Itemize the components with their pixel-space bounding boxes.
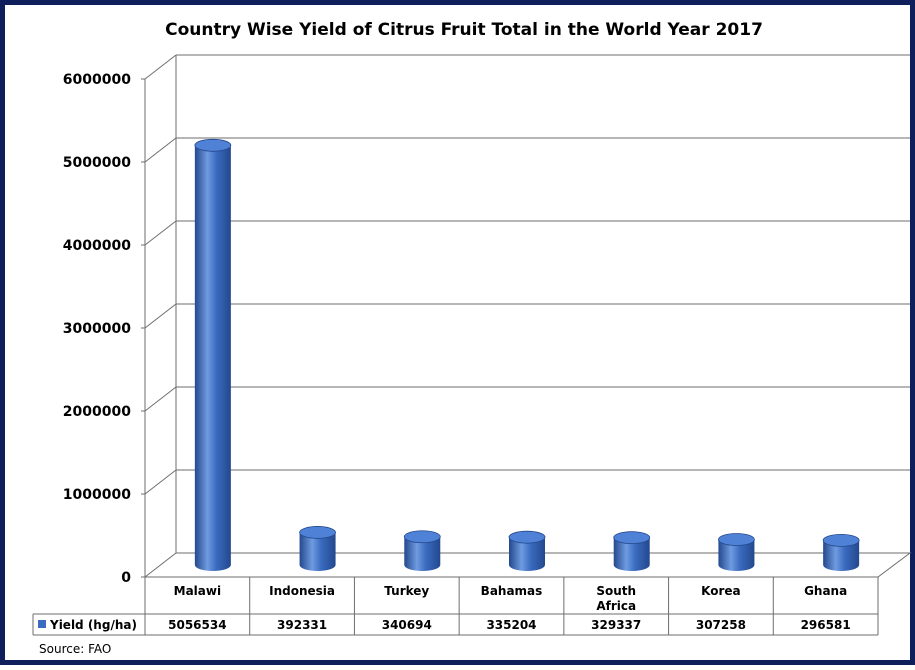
bar-malawi: [194, 138, 232, 571]
gridline-diagonal: [144, 386, 177, 412]
bar-body: [299, 532, 336, 571]
legend-swatch: [38, 620, 46, 628]
bar-top: [822, 533, 860, 547]
bar-body: [194, 145, 231, 571]
bar-turkey: [403, 530, 441, 571]
data-label: 329337: [591, 618, 641, 632]
y-tick-label: 6000000: [63, 72, 131, 88]
bar-bahamas: [508, 530, 546, 571]
category-label: Ghana: [804, 584, 847, 598]
gridline-diagonal: [144, 137, 177, 163]
data-label: 335204: [486, 618, 536, 632]
bar-indonesia: [299, 526, 336, 571]
bar-korea: [718, 533, 755, 571]
y-tick-label: 5000000: [63, 155, 131, 171]
bar-body: [718, 539, 755, 571]
source-note: Source: FAO: [39, 642, 111, 656]
data-label: 296581: [801, 618, 851, 632]
gridline-diagonal: [144, 54, 177, 80]
data-label: 392331: [277, 618, 327, 632]
bar-top: [508, 530, 546, 544]
gridline-diagonal: [144, 220, 177, 246]
category-label: Turkey: [384, 584, 429, 598]
bar-top: [718, 533, 755, 546]
category-label: Africa: [596, 599, 636, 613]
bar-body: [823, 540, 860, 571]
data-label: 307258: [696, 618, 746, 632]
gridline-diagonal: [144, 469, 177, 495]
gridline-diagonal: [144, 303, 177, 329]
y-tick-label: 2000000: [63, 404, 131, 420]
data-label: 340694: [382, 618, 432, 632]
bar-body: [404, 536, 441, 571]
bar-top: [403, 530, 441, 544]
y-tick-label: 0: [121, 570, 131, 586]
category-label: South: [596, 584, 636, 598]
bar-top: [194, 138, 232, 152]
bar-top: [299, 526, 336, 539]
bar-south-africa: [613, 531, 651, 571]
bar-body: [509, 537, 545, 571]
y-tick-label: 3000000: [63, 321, 131, 337]
bar-ghana: [822, 533, 860, 571]
legend-label: Yield (hg/ha): [49, 618, 137, 632]
y-tick-label: 4000000: [63, 238, 131, 254]
chart-title: Country Wise Yield of Citrus Fruit Total…: [165, 20, 763, 40]
bar-body: [613, 537, 650, 571]
category-label: Korea: [701, 584, 741, 598]
category-label: Indonesia: [269, 584, 335, 598]
y-tick-label: 1000000: [63, 487, 131, 503]
data-label: 5056534: [168, 618, 226, 632]
category-label: Bahamas: [481, 584, 543, 598]
bar-top: [613, 531, 651, 545]
category-label: Malawi: [174, 584, 221, 598]
chart-canvas: Country Wise Yield of Citrus Fruit Total…: [32, 20, 912, 656]
